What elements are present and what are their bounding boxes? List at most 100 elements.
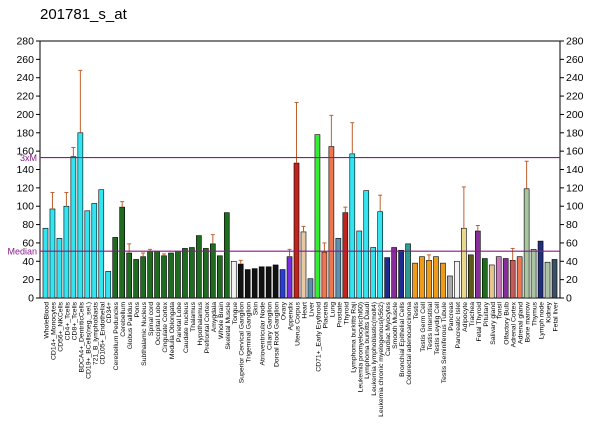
chart-title: 201781_s_at [40, 6, 127, 23]
bar [391, 247, 397, 299]
bar [530, 249, 537, 299]
y-tick-label-left: 160 [16, 146, 34, 158]
bar [356, 230, 363, 299]
bar [265, 266, 272, 299]
bar [342, 212, 349, 299]
x-tick-label: CD105+_Endothelial [99, 302, 106, 365]
bar [98, 189, 105, 299]
x-tick-label: Medulla Oblongata [169, 302, 176, 359]
bar [461, 227, 467, 299]
y-tick-label-left: 280 [16, 36, 34, 48]
y-tick-label-right: 200 [566, 109, 584, 121]
x-tick-label: Caudate nucleus [183, 301, 190, 353]
y-tick-label-left: 20 [22, 274, 34, 286]
y-tick-label-right: 100 [566, 201, 584, 213]
x-tick-label: Olfactory Bulb [504, 302, 511, 345]
x-tick-label: Globus Pallidus [127, 301, 134, 349]
bar [112, 237, 119, 299]
bar [70, 156, 77, 299]
bar [509, 260, 516, 299]
x-tick-label: Uterus Corpus [295, 301, 302, 345]
bar [335, 238, 342, 299]
bar [363, 190, 370, 299]
x-tick-label: Pons [134, 301, 141, 317]
x-tick-label: Testis Leydig Cell [434, 302, 441, 355]
x-tick-label: Leukemia lymphoblastic(molt4) [371, 302, 378, 396]
x-tick-label: Lymphoma burkitts Daudi [364, 302, 371, 379]
x-tick-label: CD4+_Tcells [64, 301, 71, 340]
bar [419, 256, 425, 299]
bar [126, 252, 132, 299]
x-tick-label: Cerebellum [120, 302, 127, 337]
y-tick-label-left: 220 [16, 91, 34, 103]
x-tick-label: CD14+_Monocytes [50, 301, 57, 360]
bar [230, 260, 237, 299]
x-tick-label: Lung [329, 302, 336, 317]
bar [217, 255, 223, 299]
bar [398, 249, 404, 299]
bar [105, 271, 112, 299]
bar [551, 259, 558, 299]
y-tick-label-left: 120 [16, 182, 34, 194]
y-tick-label-left: 0 [28, 293, 34, 305]
bar [258, 266, 265, 299]
bar [272, 264, 279, 299]
x-tick-label: Skin [253, 302, 260, 315]
y-tick-label-right: 80 [566, 219, 578, 231]
bar [63, 205, 70, 299]
bar [161, 255, 167, 299]
y-tick-label-right: 40 [566, 256, 578, 268]
x-tick-label: Tonsil [497, 302, 504, 320]
x-tick-label: CD71+_Early Erythroid [315, 302, 322, 372]
x-tick-label: Bone marrow [525, 302, 532, 343]
y-tick-label-right: 60 [566, 237, 578, 249]
x-tick-label: Trigeminal Ganglion [246, 302, 253, 363]
x-tick-label: Adrenal Cortex [511, 301, 518, 347]
y-tick-label-right: 220 [566, 91, 584, 103]
x-tick-label: Prefrontal Cortex [204, 301, 211, 353]
x-tick-label: Amygdala [211, 302, 218, 332]
x-tick-label: Smooth Muscle [392, 302, 399, 349]
x-tick-label: Skeletal Muscle [225, 302, 232, 350]
x-tick-label: Testis [413, 301, 420, 319]
bar [384, 257, 390, 299]
bar [495, 256, 502, 299]
x-tick-label: Thymus [532, 301, 539, 326]
x-tick-label: Testis Germ Cell [420, 302, 427, 352]
bar [119, 206, 125, 299]
x-tick-label: Lymph node [539, 302, 546, 339]
bar [370, 247, 377, 299]
bar [516, 256, 523, 299]
x-tick-label: CD8+_Tcells [71, 301, 78, 340]
x-tick-label: Occipital Lobe [155, 302, 162, 345]
x-tick-label: Fetal Thyroid [476, 302, 483, 342]
y-tick-label-right: 0 [566, 293, 572, 305]
x-tick-label: Testis Seminiferous Tubule [441, 302, 448, 383]
x-tick-label: WholeBlood [43, 302, 50, 339]
bar [377, 211, 383, 299]
bar [189, 247, 195, 299]
bar [537, 240, 544, 299]
x-tick-label: Ovary [281, 301, 288, 320]
x-tick-label: Parietal Lobe [176, 302, 183, 342]
x-tick-label: Subthalamic Nucleus [141, 301, 148, 365]
bar [203, 248, 209, 299]
y-tick-label-right: 260 [566, 54, 584, 66]
x-tick-label: 721_B_lymphoblasts [92, 301, 99, 365]
y-tick-label-right: 180 [566, 127, 584, 139]
bar [84, 210, 91, 299]
x-tick-label: Lymphoma burkitts Raji [350, 302, 357, 373]
x-tick-label: Ciliary Ganglion [267, 302, 274, 350]
x-tick-label: Dorsal Root Ganglion [274, 302, 281, 367]
x-tick-label: CD34+ [106, 302, 113, 323]
y-tick-label-right: 160 [566, 146, 584, 158]
y-tick-label-left: 100 [16, 201, 34, 213]
x-tick-label: CD19+_BCells(neg._sel.) [85, 302, 92, 379]
bar [488, 264, 495, 299]
bar [133, 259, 139, 299]
bar [523, 188, 530, 299]
x-tick-label: Adipocyte [462, 302, 469, 332]
bar [237, 263, 244, 299]
x-tick-label: Atrioventricular Node [260, 302, 267, 366]
bar [440, 262, 446, 299]
